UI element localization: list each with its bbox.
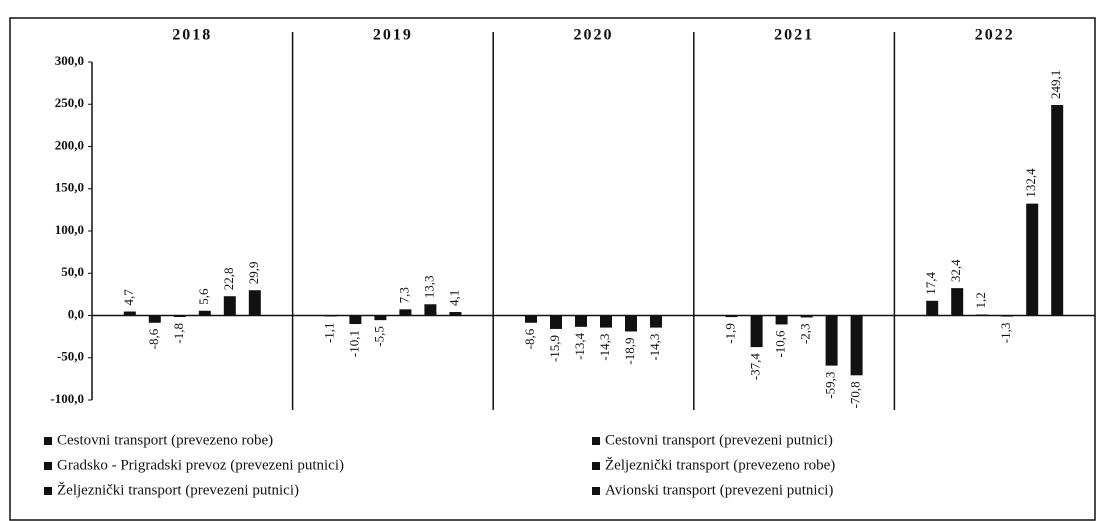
value-label: 1,2 [973, 292, 988, 308]
legend-swatch [44, 487, 52, 495]
category-label: 2022 [975, 27, 1015, 44]
bar [725, 315, 738, 318]
value-label: -14,3 [597, 334, 612, 361]
bar [575, 315, 587, 327]
value-label: -1,3 [998, 323, 1013, 344]
bar [399, 309, 412, 316]
bar [850, 315, 863, 376]
bar [750, 315, 763, 348]
legend-swatch [44, 462, 52, 470]
legend-swatch [44, 437, 52, 445]
bar [625, 315, 637, 332]
value-label: 7,3 [396, 287, 411, 303]
bar [374, 315, 387, 321]
bar [1026, 203, 1039, 316]
value-label: 17,4 [923, 272, 938, 295]
legend-label: Gradsko - Prigradski prevoz (prevezeni p… [57, 457, 344, 473]
y-tick-label: 200,0 [55, 137, 84, 152]
legend-label: Cestovni transport (prevezeni putnici) [605, 432, 833, 448]
y-tick-label: 100,0 [55, 222, 84, 237]
bar [550, 315, 562, 329]
legend-swatch [592, 487, 600, 495]
value-label: -70,8 [848, 381, 863, 408]
legend-label: Željeznički transport (prevezeni putnici… [57, 481, 299, 498]
value-label: 32,4 [948, 259, 963, 282]
value-label: 4,1 [446, 290, 461, 306]
bar [173, 315, 186, 318]
category-label: 2021 [774, 27, 814, 44]
y-tick-label: -50,0 [57, 349, 84, 364]
value-label: -1,1 [321, 322, 336, 343]
y-tick-label: 300,0 [55, 53, 84, 68]
category-label: 2018 [172, 27, 212, 44]
category-label: 2020 [574, 27, 614, 44]
value-label: -59,3 [823, 372, 838, 399]
category-label: 2019 [373, 27, 413, 44]
legend-label: Avionski transport (prevezeni putnici) [605, 482, 833, 498]
value-label: 249,1 [1048, 70, 1063, 99]
value-label: -1,8 [171, 323, 186, 344]
value-label: -10,6 [773, 330, 788, 358]
bar [1051, 105, 1064, 316]
bar [324, 315, 337, 317]
bar [775, 315, 788, 325]
bar [248, 290, 261, 316]
legend-label: Željeznički transport (prevezeno robe) [605, 456, 835, 473]
value-label: -37,4 [748, 353, 763, 381]
bar [951, 288, 964, 316]
legend-swatch [592, 437, 600, 445]
y-tick-label: 0,0 [68, 306, 84, 321]
bar [1001, 315, 1014, 317]
bar [449, 312, 462, 316]
bar [223, 296, 236, 316]
value-label: -1,9 [723, 323, 738, 344]
bar [525, 315, 537, 323]
value-label: -13,4 [572, 332, 587, 360]
bar [650, 315, 662, 328]
legend-swatch [592, 462, 600, 470]
value-label: -5,5 [371, 326, 386, 347]
bar [926, 300, 939, 316]
bar [600, 315, 612, 328]
value-label: -8,6 [522, 328, 537, 349]
bar [976, 314, 989, 316]
y-tick-label: -100,0 [50, 391, 84, 406]
bar [148, 315, 161, 323]
value-label: -8,6 [146, 328, 161, 349]
bar [424, 304, 437, 316]
bar [800, 315, 813, 318]
bar [825, 315, 838, 366]
value-label: -2,3 [798, 323, 813, 344]
y-tick-label: 250,0 [55, 95, 84, 110]
bar [198, 310, 211, 316]
bar [349, 315, 362, 325]
y-tick-label: 150,0 [55, 180, 84, 195]
bar [123, 311, 136, 316]
chart-frame [9, 17, 1096, 521]
value-label: -18,9 [622, 337, 637, 364]
value-label: -14,3 [647, 334, 662, 361]
value-label: -10,1 [346, 330, 361, 357]
y-tick-label: 50,0 [61, 264, 84, 279]
value-label: -15,9 [547, 335, 562, 362]
value-label: 132,4 [1023, 168, 1038, 198]
value-label: 29,9 [246, 261, 261, 284]
value-label: 22,8 [221, 267, 236, 290]
value-label: 4,7 [121, 289, 136, 306]
legend-label: Cestovni transport (prevezeno robe) [57, 432, 273, 448]
value-label: 5,6 [196, 288, 211, 305]
value-label: 13,3 [421, 276, 436, 299]
